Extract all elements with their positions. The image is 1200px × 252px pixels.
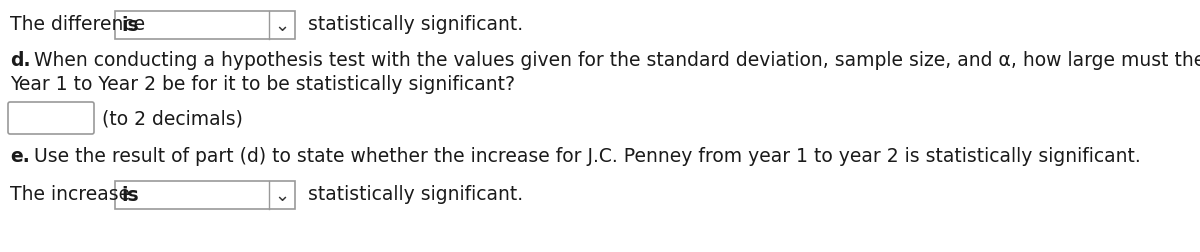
Text: d.: d. [10, 51, 30, 70]
FancyBboxPatch shape [115, 181, 295, 209]
Text: is: is [121, 16, 139, 35]
Text: statistically significant.: statistically significant. [302, 15, 523, 34]
Text: ⌄: ⌄ [275, 186, 289, 204]
Text: statistically significant.: statistically significant. [302, 185, 523, 204]
FancyBboxPatch shape [8, 103, 94, 135]
Text: The difference: The difference [10, 15, 151, 34]
Text: ⌄: ⌄ [275, 17, 289, 35]
Text: is: is [121, 186, 139, 205]
Text: Use the result of part (d) to state whether the increase for J.C. Penney from ye: Use the result of part (d) to state whet… [28, 147, 1141, 166]
Text: When conducting a hypothesis test with the values given for the standard deviati: When conducting a hypothesis test with t… [28, 51, 1200, 70]
Text: The increase: The increase [10, 185, 136, 204]
Text: (to 2 decimals): (to 2 decimals) [102, 109, 242, 128]
FancyBboxPatch shape [115, 12, 295, 40]
Text: Year 1 to Year 2 be for it to be statistically significant?: Year 1 to Year 2 be for it to be statist… [10, 75, 515, 94]
Text: e.: e. [10, 147, 30, 166]
